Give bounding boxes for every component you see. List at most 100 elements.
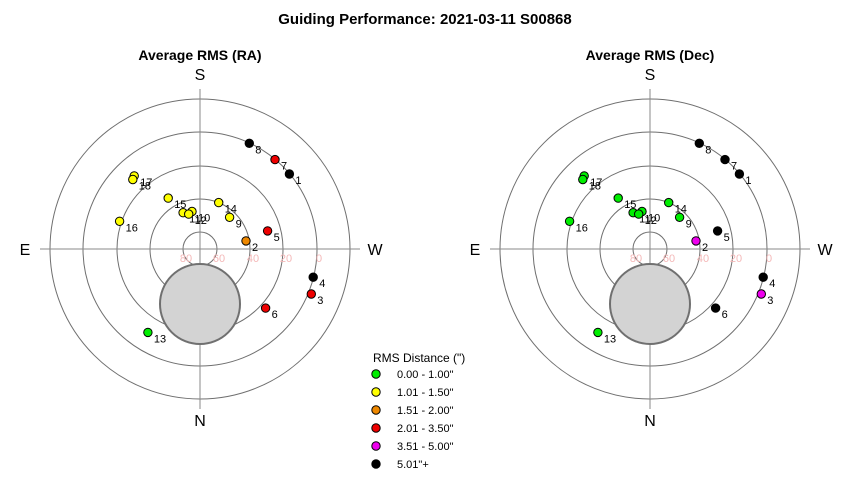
legend-swatch-2 <box>371 405 381 415</box>
dec-ring-label: 0 <box>766 253 772 265</box>
dec-point-label-3: 3 <box>767 295 773 307</box>
legend-swatch-3 <box>371 423 381 433</box>
dec-point-label-9: 9 <box>686 218 692 230</box>
ra-point-9 <box>224 212 235 223</box>
ra-direction-west: W <box>367 242 383 259</box>
dec-point-15 <box>613 193 623 203</box>
ra-point-label-2: 2 <box>252 242 258 254</box>
dec-direction-north: N <box>644 413 656 430</box>
ra-ring-labels: 80 60 40 20 0 <box>180 253 322 265</box>
legend-swatch-1 <box>371 387 381 397</box>
ra-point-18 <box>128 174 138 185</box>
dec-point-label-11: 11 <box>639 214 650 226</box>
dec-point-label-6: 6 <box>722 309 728 321</box>
dec-point-label-16: 16 <box>576 222 588 234</box>
dec-direction-west: W <box>817 242 833 259</box>
dec-point-6 <box>710 303 721 313</box>
dec-point-label-18: 18 <box>589 181 601 193</box>
ra-point-label-8: 8 <box>255 144 261 156</box>
chart-title-dec: Average RMS (Dec) <box>586 47 715 63</box>
chart-title-ra: Average RMS (RA) <box>138 47 261 63</box>
dec-ring-label: 60 <box>663 253 675 265</box>
dec-axes <box>490 89 810 409</box>
ra-ring-label: 80 <box>180 253 192 265</box>
ra-ring-label: 60 <box>213 253 225 265</box>
dec-point-7 <box>720 154 730 165</box>
dec-point-label-8: 8 <box>705 144 711 156</box>
dec-ring-label: 80 <box>630 253 642 265</box>
dec-point-9 <box>674 212 685 223</box>
dec-point-1 <box>734 169 745 179</box>
ra-point-1 <box>284 169 295 179</box>
ra-point-label-10: 10 <box>198 213 210 225</box>
dec-point-label-4: 4 <box>769 278 775 290</box>
ra-point-6 <box>260 303 271 313</box>
ra-point-label-14: 14 <box>225 204 237 216</box>
ra-point-8 <box>244 138 255 149</box>
ra-point-2 <box>241 236 251 246</box>
dec-ring-labels: 80 60 40 20 0 <box>630 253 772 265</box>
ra-point-14 <box>214 197 224 208</box>
dec-direction-south: S <box>645 67 656 84</box>
dec-point-label-13: 13 <box>604 333 616 345</box>
dec-point-8 <box>694 138 704 149</box>
dec-direction-east: E <box>470 242 481 259</box>
ra-ring-label: 0 <box>316 253 322 265</box>
ra-point-5 <box>262 226 273 236</box>
ra-point-label-4: 4 <box>319 278 325 290</box>
ra-direction-south: S <box>195 67 206 84</box>
polar-chart-ra: Average RMS (RA) 80 60 40 20 0 S N E W 12345… <box>20 47 384 430</box>
legend-label-2: 1.51 - 2.00" <box>397 405 454 417</box>
legend-label-0: 0.00 - 1.00" <box>397 369 454 381</box>
ra-axes <box>40 89 360 409</box>
dec-point-4 <box>758 272 768 282</box>
dec-point-5 <box>712 226 723 236</box>
ra-point-15 <box>163 193 173 203</box>
ra-point-label-16: 16 <box>126 222 138 234</box>
ra-point-4 <box>308 272 318 282</box>
dec-point-label-14: 14 <box>675 204 687 216</box>
legend-title: RMS Distance (") <box>373 351 465 365</box>
legend-label-5: 5.01"+ <box>397 459 429 471</box>
ra-point-label-9: 9 <box>236 218 242 230</box>
dec-point-18 <box>578 174 588 185</box>
ra-point-label-5: 5 <box>274 232 280 244</box>
ra-point-label-1: 1 <box>295 175 301 187</box>
ra-ring-label: 20 <box>280 253 292 265</box>
legend-swatch-4 <box>371 441 381 451</box>
legend-label-3: 2.01 - 3.50" <box>397 423 454 435</box>
ra-point-label-3: 3 <box>317 295 323 307</box>
dec-point-label-12: 12 <box>645 215 657 227</box>
ra-point-label-6: 6 <box>272 309 278 321</box>
dec-point-label-10: 10 <box>648 213 660 225</box>
dec-point-label-7: 7 <box>731 161 737 173</box>
ra-point-label-7: 7 <box>281 161 287 173</box>
ra-point-label-12: 12 <box>195 215 207 227</box>
dec-point-2 <box>691 236 701 246</box>
dec-ring-label: 40 <box>697 253 709 265</box>
dec-obscured-zone <box>609 263 691 345</box>
dec-point-16 <box>564 216 575 227</box>
dec-point-3 <box>756 289 766 299</box>
ra-point-label-11: 11 <box>189 214 200 226</box>
ra-direction-north: N <box>194 413 206 430</box>
polar-chart-dec: Average RMS (Dec) 80 60 40 20 0 S N E W 1234… <box>470 47 834 430</box>
ra-point-label-17: 17 <box>140 177 152 189</box>
legend: RMS Distance (") 0.00 - 1.00" 1.01 - 1.50… <box>371 351 465 471</box>
ra-point-7 <box>270 154 280 165</box>
legend-items: 0.00 - 1.00" 1.01 - 1.50" 1.51 - 2.00" 2.01… <box>371 369 454 471</box>
ra-point-3 <box>306 289 316 299</box>
ra-ring-label: 40 <box>247 253 259 265</box>
legend-label-4: 3.51 - 5.00" <box>397 441 454 453</box>
legend-label-1: 1.01 - 1.50" <box>397 387 454 399</box>
ra-obscured-zone <box>159 263 241 345</box>
ra-point-13 <box>143 327 153 338</box>
dec-point-label-2: 2 <box>702 242 708 254</box>
figure-title: Guiding Performance: 2021-03-11 S00868 <box>278 11 571 28</box>
dec-point-label-17: 17 <box>590 177 602 189</box>
ra-point-12 <box>184 209 194 219</box>
